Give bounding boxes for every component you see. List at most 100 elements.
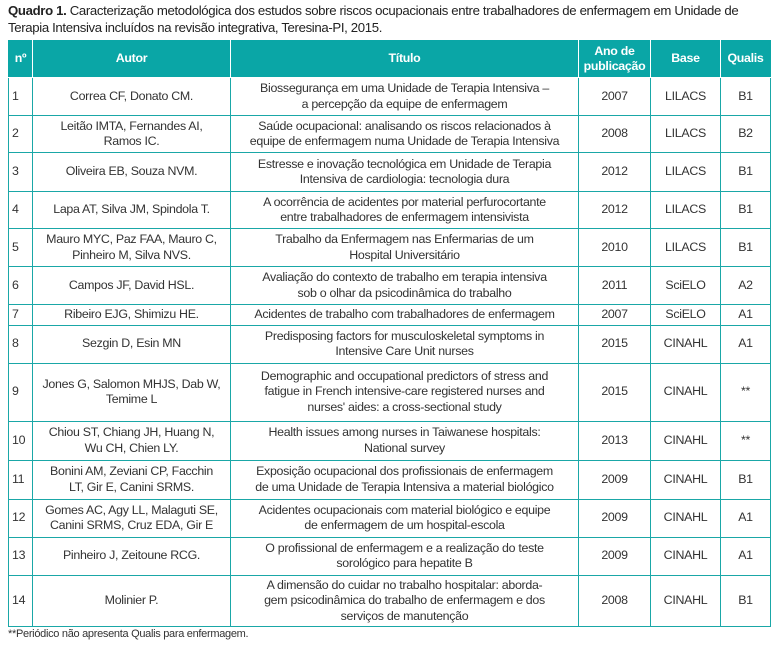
table-row: 5 Mauro MYC, Paz FAA, Mauro C, Pinheiro M… bbox=[8, 228, 771, 267]
table-header-row: nº Autor Título Ano de publicação Base Q… bbox=[8, 40, 771, 78]
cell-number: 5 bbox=[8, 228, 33, 267]
cell-base: LILACS bbox=[650, 228, 721, 267]
cell-number: 12 bbox=[8, 498, 33, 538]
cell-year: 2008 bbox=[578, 574, 651, 627]
cell-year: 2011 bbox=[578, 266, 651, 305]
table-caption: Quadro 1. Caracterização metodológica do… bbox=[8, 2, 778, 36]
col-header-title: Título bbox=[230, 40, 579, 78]
cell-base: CINAHL bbox=[650, 420, 721, 461]
cell-number: 1 bbox=[8, 77, 33, 116]
cell-year: 2013 bbox=[578, 420, 651, 461]
cell-base: CINAHL bbox=[650, 362, 721, 422]
cell-number: 11 bbox=[8, 459, 33, 500]
table-row: 7 Ribeiro EJG, Shimizu HE. Acidentes de tr… bbox=[8, 304, 771, 326]
cell-year: 2007 bbox=[578, 77, 651, 116]
cell-title: A dimensão do cuidar no trabalho hospita… bbox=[230, 574, 579, 627]
cell-base: CINAHL bbox=[650, 536, 721, 576]
cell-number: 7 bbox=[8, 304, 33, 326]
cell-number: 8 bbox=[8, 324, 33, 364]
cell-year: 2015 bbox=[578, 362, 651, 422]
cell-author: Correa CF, Donato CM. bbox=[32, 77, 231, 116]
cell-year: 2012 bbox=[578, 191, 651, 229]
table-row: 8 Sezgin D, Esin MN Predisposing factors f… bbox=[8, 324, 771, 364]
col-header-qualis: Qualis bbox=[720, 40, 771, 78]
caption-text: Caracterização metodológica dos estudos … bbox=[8, 3, 739, 35]
cell-author: Pinheiro J, Zeitoune RCG. bbox=[32, 536, 231, 576]
cell-year: 2012 bbox=[578, 152, 651, 192]
cell-number: 4 bbox=[8, 191, 33, 229]
cell-author: Molinier P. bbox=[32, 574, 231, 627]
cell-year: 2008 bbox=[578, 115, 651, 153]
cell-title: Avaliação do contexto de trabalho em ter… bbox=[230, 266, 579, 305]
cell-number: 13 bbox=[8, 536, 33, 576]
cell-author: Sezgin D, Esin MN bbox=[32, 324, 231, 364]
footnote: **Periódico não apresenta Qualis para en… bbox=[8, 628, 249, 640]
cell-base: LILACS bbox=[650, 152, 721, 192]
cell-qualis: B1 bbox=[720, 228, 771, 267]
cell-qualis: B1 bbox=[720, 459, 771, 500]
cell-qualis: A1 bbox=[720, 324, 771, 364]
cell-number: 9 bbox=[8, 362, 33, 422]
cell-year: 2009 bbox=[578, 536, 651, 576]
cell-title: Predisposing factors for musculoskeletal… bbox=[230, 324, 579, 364]
cell-year: 2009 bbox=[578, 498, 651, 538]
cell-title: Health issues among nurses in Taiwanese … bbox=[230, 420, 579, 461]
cell-year: 2007 bbox=[578, 304, 651, 326]
cell-qualis: B1 bbox=[720, 152, 771, 192]
cell-base: SciELO bbox=[650, 304, 721, 326]
cell-qualis: B1 bbox=[720, 574, 771, 627]
cell-author: Gomes AC, Agy LL, Malaguti SE, Canini SR… bbox=[32, 498, 231, 538]
cell-base: CINAHL bbox=[650, 498, 721, 538]
cell-qualis: B1 bbox=[720, 77, 771, 116]
cell-author: Leitão IMTA, Fernandes AI, Ramos IC. bbox=[32, 115, 231, 153]
cell-title: Biossegurança em uma Unidade de Terapia … bbox=[230, 77, 579, 116]
cell-base: LILACS bbox=[650, 191, 721, 229]
col-header-year: Ano de publicação bbox=[578, 40, 651, 78]
cell-number: 14 bbox=[8, 574, 33, 627]
table-row: 11 Bonini AM, Zeviani CP, Facchin LT, Gir… bbox=[8, 459, 771, 500]
cell-number: 6 bbox=[8, 266, 33, 305]
table-row: 10 Chiou ST, Chiang JH, Huang N, Wu CH, C… bbox=[8, 420, 771, 461]
cell-year: 2015 bbox=[578, 324, 651, 364]
cell-qualis: B2 bbox=[720, 115, 771, 153]
table-row: 6 Campos JF, David HSL. Avaliação do conte… bbox=[8, 266, 771, 305]
cell-qualis: A2 bbox=[720, 266, 771, 305]
col-header-base: Base bbox=[650, 40, 721, 78]
cell-title: Saúde ocupacional: analisando os riscos … bbox=[230, 115, 579, 153]
cell-base: LILACS bbox=[650, 77, 721, 116]
table-row: 1 Correa CF, Donato CM. Biossegurança em u… bbox=[8, 77, 771, 116]
cell-year: 2010 bbox=[578, 228, 651, 267]
cell-title: Trabalho da Enfermagem nas Enfermarias d… bbox=[230, 228, 579, 267]
table-row: 2 Leitão IMTA, Fernandes AI, Ramos IC. Saú… bbox=[8, 115, 771, 153]
table-row: 12 Gomes AC, Agy LL, Malaguti SE, Canini … bbox=[8, 498, 771, 538]
cell-year: 2009 bbox=[578, 459, 651, 500]
cell-author: Campos JF, David HSL. bbox=[32, 266, 231, 305]
col-header-number: nº bbox=[8, 40, 33, 78]
cell-title: Acidentes de trabalho com trabalhadores … bbox=[230, 304, 579, 326]
cell-qualis: B1 bbox=[720, 191, 771, 229]
studies-table: nº Autor Título Ano de publicação Base Q… bbox=[8, 40, 771, 627]
cell-title: Exposição ocupacional dos profissionais … bbox=[230, 459, 579, 500]
cell-author: Mauro MYC, Paz FAA, Mauro C, Pinheiro M,… bbox=[32, 228, 231, 267]
cell-qualis: ** bbox=[720, 420, 771, 461]
caption-label: Quadro 1. bbox=[8, 3, 67, 18]
cell-qualis: A1 bbox=[720, 498, 771, 538]
cell-qualis: ** bbox=[720, 362, 771, 422]
cell-qualis: A1 bbox=[720, 536, 771, 576]
cell-base: CINAHL bbox=[650, 574, 721, 627]
cell-number: 10 bbox=[8, 420, 33, 461]
col-header-author: Autor bbox=[32, 40, 231, 78]
cell-base: CINAHL bbox=[650, 324, 721, 364]
cell-title: A ocorrência de acidentes por material p… bbox=[230, 191, 579, 229]
table-row: 13 Pinheiro J, Zeitoune RCG. O profissiona… bbox=[8, 536, 771, 576]
cell-base: LILACS bbox=[650, 115, 721, 153]
cell-author: Lapa AT, Silva JM, Spindola T. bbox=[32, 191, 231, 229]
cell-author: Chiou ST, Chiang JH, Huang N, Wu CH, Chi… bbox=[32, 420, 231, 461]
cell-qualis: A1 bbox=[720, 304, 771, 326]
cell-author: Jones G, Salomon MHJS, Dab W, Temime L bbox=[32, 362, 231, 422]
cell-number: 3 bbox=[8, 152, 33, 192]
cell-author: Oliveira EB, Souza NVM. bbox=[32, 152, 231, 192]
cell-title: O profissional de enfermagem e a realiza… bbox=[230, 536, 579, 576]
cell-base: SciELO bbox=[650, 266, 721, 305]
